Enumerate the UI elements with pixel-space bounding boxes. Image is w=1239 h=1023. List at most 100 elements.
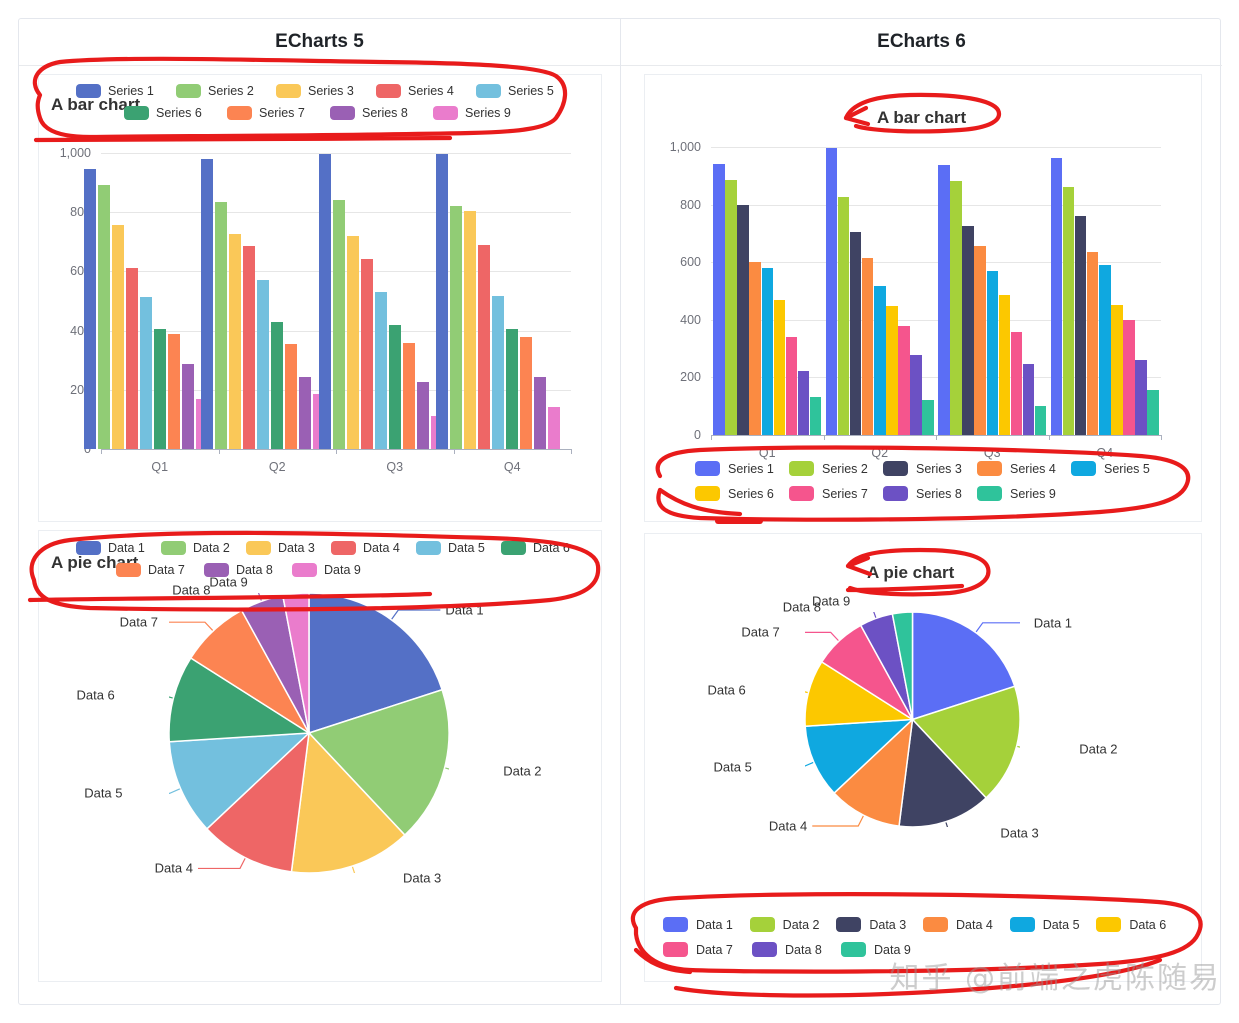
bar-series-5-q1[interactable] xyxy=(761,267,773,435)
pie-slice-data-6[interactable] xyxy=(169,656,312,743)
bar-series-9-q2[interactable] xyxy=(922,400,934,435)
legend-item-series-6[interactable]: Series 6 xyxy=(695,486,789,501)
bar-series-4-q4[interactable] xyxy=(1086,252,1099,435)
echarts5-bar-legend[interactable]: Series 1 Series 2 Series 3 Series 4 Series 5… xyxy=(76,84,576,120)
legend-item-data-4[interactable]: Data 4 xyxy=(923,917,1010,932)
bar-series-8-q4[interactable] xyxy=(1135,360,1147,435)
bar-series-2-q1[interactable] xyxy=(725,180,737,435)
legend-item-series-6[interactable]: Series 6 xyxy=(124,106,227,120)
bar-series-3-q3[interactable] xyxy=(346,235,359,449)
legend-item-series-7[interactable]: Series 7 xyxy=(227,106,330,120)
pie-slice-data-9[interactable] xyxy=(891,612,914,720)
echarts6-bar-legend[interactable]: Series 1 Series 2 Series 3 Series 4 Series 5… xyxy=(695,461,1165,501)
bar-series-9-q4[interactable] xyxy=(1147,390,1159,435)
bar-series-3-q2[interactable] xyxy=(229,233,242,449)
bar-series-3-q3[interactable] xyxy=(962,226,974,435)
bar-series-6-q1[interactable] xyxy=(153,328,166,449)
pie-slice-data-2[interactable] xyxy=(307,688,449,837)
bar-series-6-q1[interactable] xyxy=(773,299,786,435)
legend-item-series-9[interactable]: Series 9 xyxy=(977,486,1071,501)
legend-item-series-4[interactable]: Series 4 xyxy=(977,461,1071,476)
legend-item-data-6[interactable]: Data 6 xyxy=(1096,917,1183,932)
bar-series-1-q1[interactable] xyxy=(83,169,96,449)
bar-series-3-q2[interactable] xyxy=(849,231,862,435)
bar-series-2-q4[interactable] xyxy=(1062,186,1075,435)
bar-series-4-q2[interactable] xyxy=(861,257,874,435)
bar-series-1-q1[interactable] xyxy=(713,164,725,435)
legend-item-data-4[interactable]: Data 4 xyxy=(331,541,416,555)
legend-item-data-1[interactable]: Data 1 xyxy=(663,917,750,932)
legend-item-series-8[interactable]: Series 8 xyxy=(883,486,977,501)
bar-series-4-q2[interactable] xyxy=(243,246,256,449)
bar-series-1-q2[interactable] xyxy=(201,158,214,449)
legend-item-data-5[interactable]: Data 5 xyxy=(1009,917,1097,932)
bar-series-9-q1[interactable] xyxy=(809,396,822,435)
bar-series-4-q4[interactable] xyxy=(478,245,491,449)
legend-item-data-2[interactable]: Data 2 xyxy=(749,917,837,932)
legend-item-series-3[interactable]: Series 3 xyxy=(883,461,977,476)
bar-series-6-q2[interactable] xyxy=(271,321,284,449)
pie-slice-data-3[interactable] xyxy=(898,717,988,828)
pie-slice-data-5[interactable] xyxy=(169,732,312,830)
legend-item-data-8[interactable]: Data 8 xyxy=(204,563,292,577)
bar-series-1-q4[interactable] xyxy=(436,153,449,449)
pie-slice-data-1[interactable] xyxy=(911,612,1016,721)
legend-item-data-7[interactable]: Data 7 xyxy=(663,942,752,957)
bar-series-3-q1[interactable] xyxy=(111,224,124,449)
bar-series-4-q3[interactable] xyxy=(360,258,373,449)
bar-series-5-q2[interactable] xyxy=(257,279,270,449)
bar-series-8-q2[interactable] xyxy=(910,355,922,435)
bar-series-2-q3[interactable] xyxy=(950,180,962,435)
bar-series-7-q2[interactable] xyxy=(285,343,298,449)
legend-item-data-6[interactable]: Data 6 xyxy=(501,541,586,555)
bar-series-5-q3[interactable] xyxy=(986,270,998,435)
legend-item-series-3[interactable]: Series 3 xyxy=(276,84,376,98)
legend-item-series-5[interactable]: Series 5 xyxy=(476,84,576,98)
legend-item-series-5[interactable]: Series 5 xyxy=(1071,461,1165,476)
pie-slice-data-5[interactable] xyxy=(805,718,915,795)
legend-item-data-2[interactable]: Data 2 xyxy=(161,541,246,555)
bar-series-2-q4[interactable] xyxy=(450,205,463,449)
pie-slice-data-4[interactable] xyxy=(833,717,914,827)
legend-item-series-8[interactable]: Series 8 xyxy=(330,106,433,120)
bar-series-9-q4[interactable] xyxy=(548,406,561,449)
pie-slice-data-3[interactable] xyxy=(290,731,406,873)
bar-series-7-q1[interactable] xyxy=(785,337,798,435)
bar-series-3-q1[interactable] xyxy=(737,204,749,435)
bar-series-7-q2[interactable] xyxy=(898,325,910,435)
bar-series-7-q3[interactable] xyxy=(1010,331,1023,435)
bar-series-3-q4[interactable] xyxy=(464,210,477,449)
bar-series-4-q1[interactable] xyxy=(125,268,138,449)
bar-series-4-q3[interactable] xyxy=(974,246,986,435)
legend-item-data-1[interactable]: Data 1 xyxy=(76,541,161,555)
bar-series-8-q4[interactable] xyxy=(534,377,547,449)
legend-item-data-8[interactable]: Data 8 xyxy=(752,942,841,957)
legend-item-data-9[interactable]: Data 9 xyxy=(292,563,380,577)
bar-series-7-q4[interactable] xyxy=(520,336,533,449)
pie-slice-data-4[interactable] xyxy=(205,731,311,873)
legend-item-series-1[interactable]: Series 1 xyxy=(695,461,789,476)
bar-series-6-q3[interactable] xyxy=(388,324,401,449)
bar-series-1-q3[interactable] xyxy=(938,164,950,435)
legend-item-data-7[interactable]: Data 7 xyxy=(116,563,204,577)
bar-series-2-q1[interactable] xyxy=(97,184,110,449)
echarts5-pie-legend[interactable]: Data 1 Data 2 Data 3 Data 4 Data 5 Data 6 Data… xyxy=(76,541,586,577)
bar-series-3-q4[interactable] xyxy=(1074,216,1087,435)
legend-item-data-3[interactable]: Data 3 xyxy=(836,917,923,932)
bar-series-6-q2[interactable] xyxy=(886,306,898,435)
echarts6-pie-legend[interactable]: Data 1 Data 2 Data 3 Data 4 Data 5 Data 6 Data… xyxy=(663,917,1183,957)
bar-series-8-q1[interactable] xyxy=(181,363,194,449)
bar-series-7-q3[interactable] xyxy=(402,343,415,449)
bar-series-8-q2[interactable] xyxy=(299,376,312,449)
bar-series-7-q4[interactable] xyxy=(1123,319,1135,435)
legend-item-series-2[interactable]: Series 2 xyxy=(176,84,276,98)
legend-item-series-1[interactable]: Series 1 xyxy=(76,84,176,98)
bar-series-6-q3[interactable] xyxy=(998,295,1011,435)
bar-series-1-q3[interactable] xyxy=(318,153,331,449)
bar-series-1-q4[interactable] xyxy=(1050,157,1063,435)
bar-series-1-q2[interactable] xyxy=(825,148,838,435)
bar-series-6-q4[interactable] xyxy=(1111,304,1123,435)
bar-series-5-q4[interactable] xyxy=(492,296,505,449)
bar-series-6-q4[interactable] xyxy=(506,329,519,449)
pie-slice-data-2[interactable] xyxy=(911,685,1021,799)
